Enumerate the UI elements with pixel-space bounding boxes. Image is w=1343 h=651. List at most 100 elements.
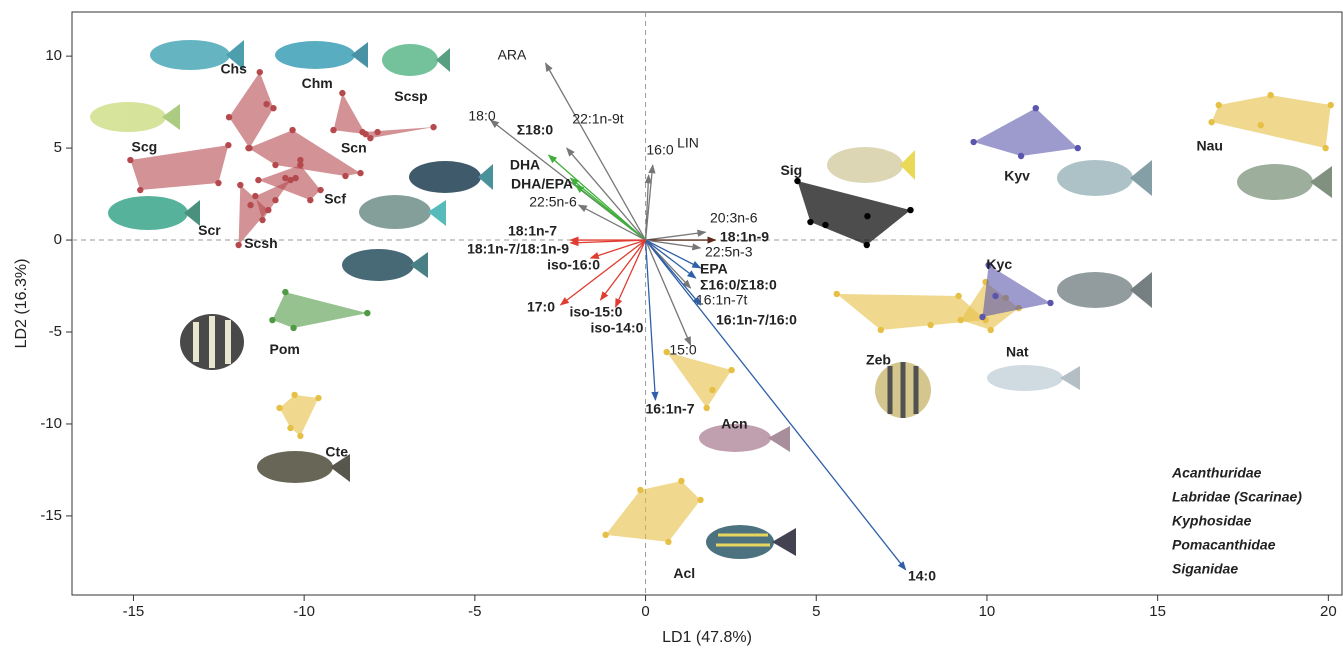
data-point [342, 173, 348, 179]
group-label: Cte [325, 444, 348, 460]
legend-entry: Pomacanthidae [1172, 537, 1276, 553]
group-hull [363, 127, 434, 138]
data-point [807, 219, 813, 225]
group-hull [280, 395, 319, 436]
x-tick-label: 10 [979, 603, 996, 620]
fish [1057, 160, 1152, 196]
data-point [357, 170, 363, 176]
data-point [276, 405, 282, 411]
loading-vector [646, 240, 656, 400]
group-label: Pom [269, 341, 299, 357]
group-label: Scr [198, 222, 221, 238]
data-point [269, 317, 275, 323]
group-hull [606, 481, 701, 542]
group-label: Kyv [1004, 167, 1030, 183]
y-tick-label: 0 [54, 231, 62, 248]
legend-entry: Acanthuridae [1171, 465, 1262, 481]
data-point [878, 327, 884, 333]
data-point [127, 157, 133, 163]
data-point [979, 314, 985, 320]
fish [1057, 272, 1152, 308]
data-point [955, 293, 961, 299]
fish [706, 525, 796, 559]
data-point [359, 129, 365, 135]
vector-label: Σ16:0/Σ18:0 [700, 277, 777, 293]
data-point [225, 142, 231, 148]
vector-label: 20:3n-6 [710, 210, 758, 226]
vector-label: 22:5n-6 [529, 194, 577, 210]
group-label: Zeb [866, 352, 891, 368]
data-point [317, 187, 323, 193]
data-point [215, 180, 221, 186]
group-hull [667, 352, 732, 408]
loading-vector [576, 185, 646, 240]
data-point [637, 487, 643, 493]
vector-label: ARA [498, 47, 527, 63]
vector-label: 16:1n-7 [645, 401, 694, 417]
y-tick-label: -5 [49, 323, 62, 340]
data-point [270, 105, 276, 111]
loading-vector [591, 240, 646, 258]
fish [359, 195, 446, 229]
vector-label: 15:0 [669, 342, 696, 358]
fish [875, 362, 931, 418]
vector-label: DHA [510, 157, 540, 173]
chart: -15-10-5051015201050-5-10-15LD1 (47.8%)L… [0, 0, 1343, 651]
data-point [822, 222, 828, 228]
data-point [287, 425, 293, 431]
data-point [290, 325, 296, 331]
group-label: Scg [132, 138, 158, 154]
vector-label: 18:1n-9 [720, 229, 769, 245]
data-point [703, 405, 709, 411]
data-point [263, 101, 269, 107]
vector-label: iso-15:0 [570, 304, 623, 320]
y-tick-label: 5 [54, 139, 62, 156]
vector-label: 17:0 [527, 299, 555, 315]
vector-label: LIN [677, 135, 699, 151]
data-point [339, 90, 345, 96]
group-label: Kyc [986, 256, 1012, 272]
data-point [245, 145, 251, 151]
data-point [272, 162, 278, 168]
vector-label: EPA [700, 261, 728, 277]
data-point [1322, 145, 1328, 151]
data-point [257, 69, 263, 75]
data-point [297, 433, 303, 439]
group-hull [974, 108, 1078, 156]
group-hull [229, 72, 273, 148]
loading-vector [646, 232, 706, 240]
data-point [1267, 92, 1273, 98]
data-point [137, 187, 143, 193]
data-point [291, 392, 297, 398]
vector-label: 18:1n-7 [508, 223, 557, 239]
vector-label: 18:1n-7/18:1n-9 [467, 241, 569, 257]
fish [180, 314, 244, 370]
vector-label: Σ18:0 [517, 122, 554, 138]
y-tick-label: -15 [40, 507, 62, 524]
data-point [970, 139, 976, 145]
data-point [794, 178, 800, 184]
group-hull [983, 265, 1051, 317]
group-label: Scf [324, 191, 346, 207]
data-point [226, 114, 232, 120]
loading-vector [646, 240, 691, 345]
group-label: Chm [302, 75, 333, 91]
data-point [1216, 102, 1222, 108]
y-tick-label: 10 [45, 47, 62, 64]
group-hull [797, 181, 910, 245]
fish [342, 249, 428, 281]
legend-entry: Siganidae [1172, 561, 1238, 577]
vector-label: iso-14:0 [591, 320, 644, 336]
group-label: Acn [721, 416, 747, 432]
group-label: Chs [220, 61, 247, 77]
data-point [1018, 153, 1024, 159]
vector-label: 16:0 [646, 142, 673, 158]
data-point [289, 127, 295, 133]
data-point [1047, 300, 1053, 306]
data-point [988, 327, 994, 333]
data-point [237, 182, 243, 188]
data-point [272, 197, 278, 203]
data-point [1328, 102, 1334, 108]
group-hull [272, 292, 367, 328]
data-point [992, 293, 998, 299]
